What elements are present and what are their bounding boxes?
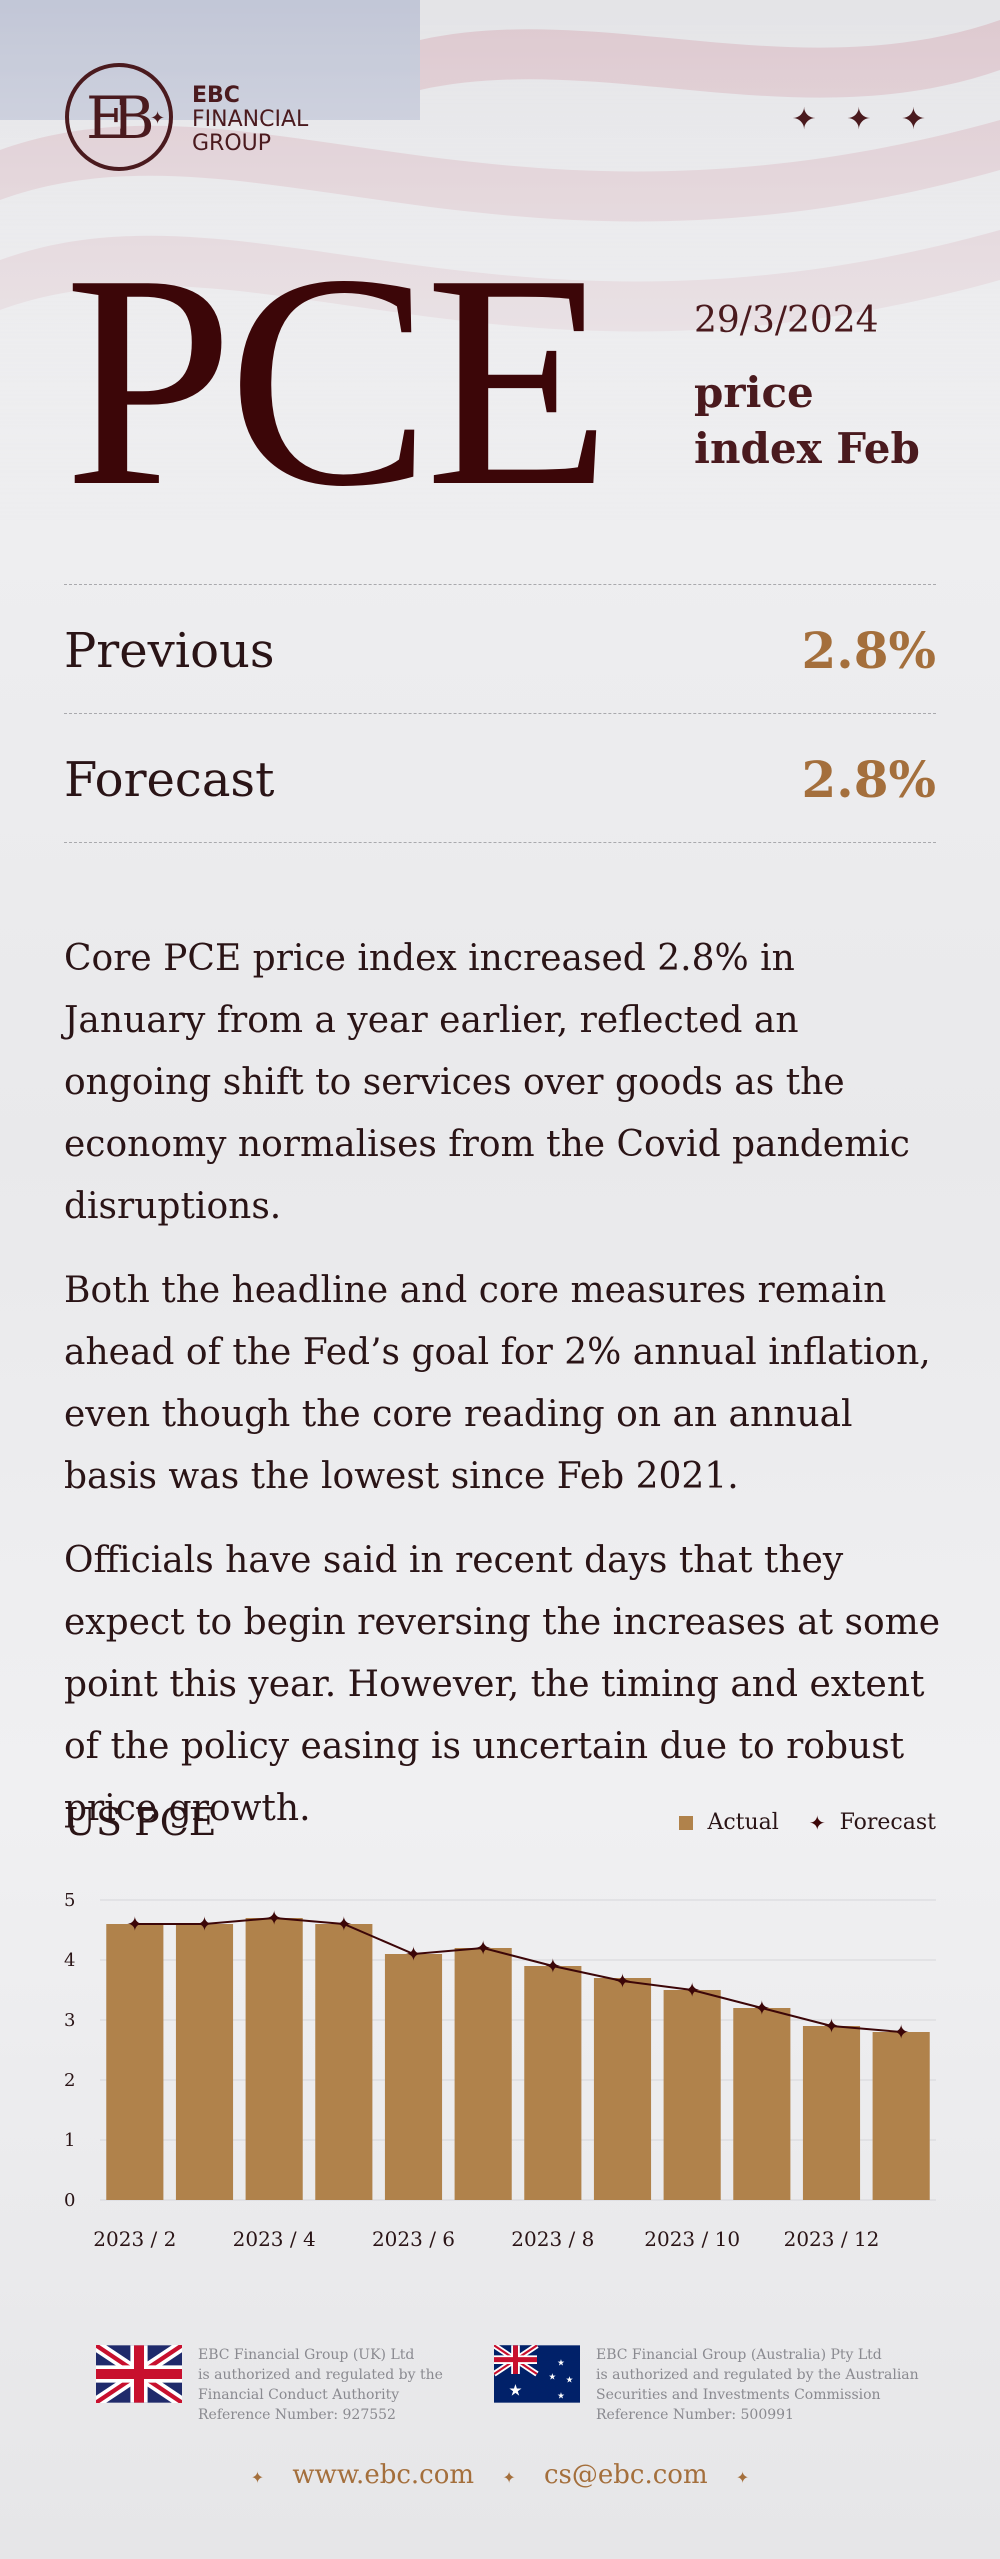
bar-actual (175, 1924, 234, 2200)
article-body: Core PCE price index increased 2.8% in J… (64, 928, 944, 1862)
bar-actual (384, 1954, 443, 2200)
forecast-point-star: ✦ (335, 1912, 352, 1936)
hero: PCE 29/3/2024 price index Feb (64, 211, 936, 549)
x-tick-label: 2023 / 8 (511, 2227, 594, 2251)
brand-name: EBC FINANCIAL GROUP (192, 84, 308, 156)
stat-label: Forecast (64, 752, 275, 808)
forecast-line (134, 1916, 902, 2033)
chart-title: US PCE (64, 1800, 217, 1844)
brand-line-3: GROUP (192, 131, 272, 156)
au-regulation-text: EBC Financial Group (Australia) Pty Ltd … (596, 2345, 936, 2425)
forecast-point-star: ✦ (823, 2014, 840, 2038)
legend-forecast-label: Forecast (839, 1810, 936, 1835)
svg-text:★: ★ (557, 2358, 565, 2368)
us-pce-chart: 0 1 2 3 4 5 ✦ ✦ ✦ ✦ ✦ ✦ ✦ ✦ ✦ ✦ ✦ ✦ 2023 / 2 2023 / 4 2023 /… (64, 1890, 936, 2251)
x-tick-label: 2023 / 2 (93, 2227, 176, 2251)
bar-actual (106, 1924, 164, 2200)
svg-text:E: E (86, 84, 128, 152)
stat-row-forecast: Forecast 2.8% (64, 713, 936, 843)
indicator-subtitle: price index Feb (694, 365, 920, 477)
au-regulation: ★ ★ ★ ★ ★ EBC Financial Group (Australia… (494, 2345, 936, 2425)
x-tick-label: 2023 / 12 (784, 2227, 880, 2251)
bar-actual (454, 1948, 512, 2200)
uk-line-3: Financial Conduct Authority (198, 2387, 400, 2403)
forecast-point-star: ✦ (614, 1969, 631, 1993)
uk-flag-icon (96, 2345, 182, 2403)
stat-row-previous: Previous 2.8% (64, 584, 936, 713)
y-tick-label: 5 (64, 1890, 75, 1911)
legend-actual-swatch (679, 1815, 694, 1830)
subtitle-line-2: index Feb (694, 424, 920, 473)
uk-line-2: is authorized and regulated by the (198, 2367, 443, 2383)
header: E B ✦ EBC FINANCIAL GROUP ✦ ✦ ✦ (64, 62, 936, 172)
bar-actual (524, 1966, 582, 2200)
forecast-point-star: ✦ (544, 1954, 561, 1978)
paragraph-3: Officials have said in recent days that … (64, 1540, 941, 1829)
svg-text:★: ★ (557, 2391, 565, 2401)
chart-section: US PCE Actual ✦ Forecast 0 1 2 3 4 5 ✦ ✦ ✦ ✦ ✦ ✦ ✦ ✦ ✦… (64, 1800, 936, 2270)
svg-text:✦: ✦ (150, 108, 165, 129)
subtitle-line-1: price (694, 368, 814, 417)
uk-line-1: EBC Financial Group (UK) Ltd (198, 2347, 415, 2363)
svg-text:B: B (112, 84, 155, 152)
ebc-logo-icon: E B ✦ (65, 63, 173, 171)
x-tick-label: 2023 / 10 (644, 2227, 740, 2251)
sparkle-icon: ✦ (735, 2468, 750, 2487)
au-line-1: EBC Financial Group (Australia) Pty Ltd (596, 2347, 882, 2363)
contact-bar: ✦ www.ebc.com ✦ cs@ebc.com ✦ (0, 2460, 1000, 2490)
stat-value: 2.8% (801, 621, 937, 680)
uk-line-4: Reference Number: 927552 (198, 2407, 396, 2423)
forecast-point-star: ✦ (405, 1942, 422, 1966)
y-tick-label: 0 (64, 2190, 75, 2211)
sparkle-icon: ✦ (502, 2468, 516, 2487)
forecast-point-star: ✦ (196, 1912, 213, 1936)
bar-actual (593, 1978, 652, 2200)
bar-actual (733, 2008, 791, 2200)
bar-actual (245, 1918, 303, 2200)
forecast-point-star: ✦ (753, 1996, 770, 2020)
y-tick-label: 2 (64, 2070, 75, 2091)
uk-regulation: EBC Financial Group (UK) Ltd is authoriz… (96, 2345, 498, 2425)
svg-text:★: ★ (566, 2376, 574, 2386)
uk-regulation-text: EBC Financial Group (UK) Ltd is authoriz… (198, 2345, 498, 2425)
legend-actual-label: Actual (707, 1810, 779, 1835)
sparkle-icon: ✦ (250, 2468, 265, 2487)
au-flag-icon: ★ ★ ★ ★ ★ (494, 2345, 580, 2403)
release-date: 29/3/2024 (694, 300, 879, 341)
svg-text:★: ★ (548, 2373, 556, 2383)
forecast-point-star: ✦ (684, 1978, 701, 2002)
brand-line-2: FINANCIAL (192, 107, 309, 132)
page-title: PCE (64, 211, 611, 549)
forecast-point-star: ✦ (266, 1906, 283, 1930)
x-tick-label: 2023 / 4 (233, 2227, 316, 2251)
forecast-point-star: ✦ (893, 2020, 910, 2044)
legend-forecast-star-icon: ✦ (808, 1810, 826, 1835)
stats-table: Previous 2.8% Forecast 2.8% (64, 584, 936, 843)
decorative-stars-icon: ✦ ✦ ✦ (791, 102, 936, 137)
y-tick-label: 1 (64, 2130, 75, 2151)
brand-line-1: EBC (192, 83, 240, 108)
bar-actual (872, 2032, 930, 2200)
svg-text:★: ★ (508, 2381, 522, 2400)
au-line-4: Reference Number: 500991 (596, 2407, 794, 2423)
forecast-point-star: ✦ (126, 1912, 143, 1936)
flag-background (0, 0, 1000, 520)
bar-actual (663, 1990, 721, 2200)
email-link[interactable]: cs@ebc.com (543, 2460, 708, 2490)
chart-legend: Actual ✦ Forecast (679, 1810, 936, 1835)
paragraph-1: Core PCE price index increased 2.8% in J… (64, 938, 910, 1227)
forecast-point-star: ✦ (475, 1936, 492, 1960)
x-tick-label: 2023 / 6 (372, 2227, 455, 2251)
paragraph-2: Both the headline and core measures rema… (64, 1270, 931, 1497)
bar-actual (802, 2026, 861, 2200)
au-line-3: Securities and Investments Commission (596, 2387, 881, 2403)
footer-regulation: EBC Financial Group (UK) Ltd is authoriz… (96, 2345, 936, 2445)
au-line-2: is authorized and regulated by the Austr… (596, 2367, 919, 2383)
y-tick-label: 4 (64, 1950, 75, 1971)
stat-value: 2.8% (801, 750, 937, 809)
website-link[interactable]: www.ebc.com (292, 2460, 475, 2490)
y-tick-label: 3 (64, 2010, 75, 2031)
stat-label: Previous (64, 623, 275, 679)
bar-actual (315, 1924, 373, 2200)
